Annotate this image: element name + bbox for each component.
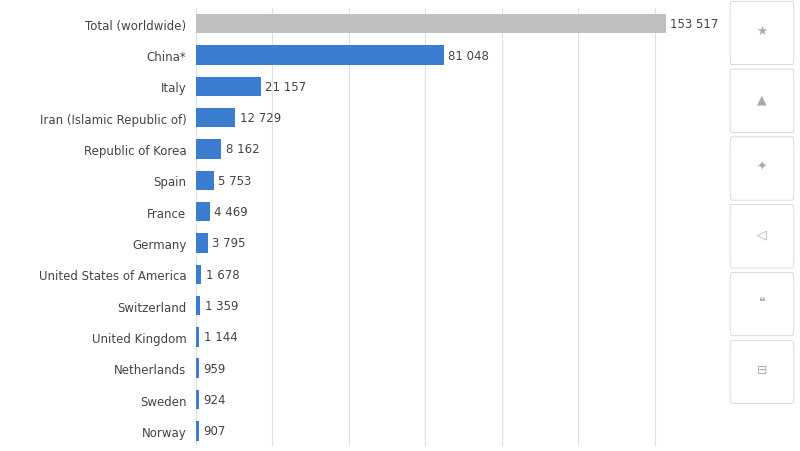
Bar — [196, 359, 199, 378]
Bar — [196, 171, 214, 191]
Bar — [196, 421, 198, 441]
Text: ▲: ▲ — [757, 93, 767, 106]
Text: 12 729: 12 729 — [239, 112, 281, 125]
Text: 1 678: 1 678 — [206, 268, 239, 281]
Text: 1 359: 1 359 — [205, 299, 238, 313]
Bar — [196, 15, 666, 34]
Bar — [196, 202, 210, 222]
Bar — [196, 140, 221, 159]
Text: 907: 907 — [203, 424, 226, 437]
Bar — [196, 296, 200, 316]
FancyBboxPatch shape — [730, 70, 794, 133]
Text: 924: 924 — [203, 393, 226, 406]
Text: 959: 959 — [203, 362, 226, 375]
Bar — [196, 390, 199, 410]
Text: 153 517: 153 517 — [670, 18, 718, 31]
Text: 5 753: 5 753 — [218, 175, 251, 187]
Text: 3 795: 3 795 — [212, 237, 246, 250]
Bar — [196, 78, 261, 97]
Text: 21 157: 21 157 — [266, 81, 306, 94]
Bar — [196, 327, 199, 347]
Text: ✦: ✦ — [757, 161, 767, 173]
Bar — [196, 234, 208, 253]
Bar — [196, 265, 201, 284]
Bar — [196, 46, 444, 65]
Text: ◁: ◁ — [757, 228, 767, 241]
FancyBboxPatch shape — [730, 341, 794, 404]
FancyBboxPatch shape — [730, 205, 794, 268]
FancyBboxPatch shape — [730, 273, 794, 336]
Text: ★: ★ — [756, 25, 768, 38]
Text: 4 469: 4 469 — [214, 206, 248, 219]
FancyBboxPatch shape — [730, 2, 794, 65]
Text: ⊟: ⊟ — [757, 364, 767, 376]
Text: 8 162: 8 162 — [226, 143, 259, 156]
Text: 81 048: 81 048 — [449, 50, 490, 62]
Text: 1 144: 1 144 — [204, 331, 238, 344]
FancyBboxPatch shape — [730, 138, 794, 201]
Bar — [196, 109, 235, 128]
Text: ❝: ❝ — [758, 296, 766, 308]
